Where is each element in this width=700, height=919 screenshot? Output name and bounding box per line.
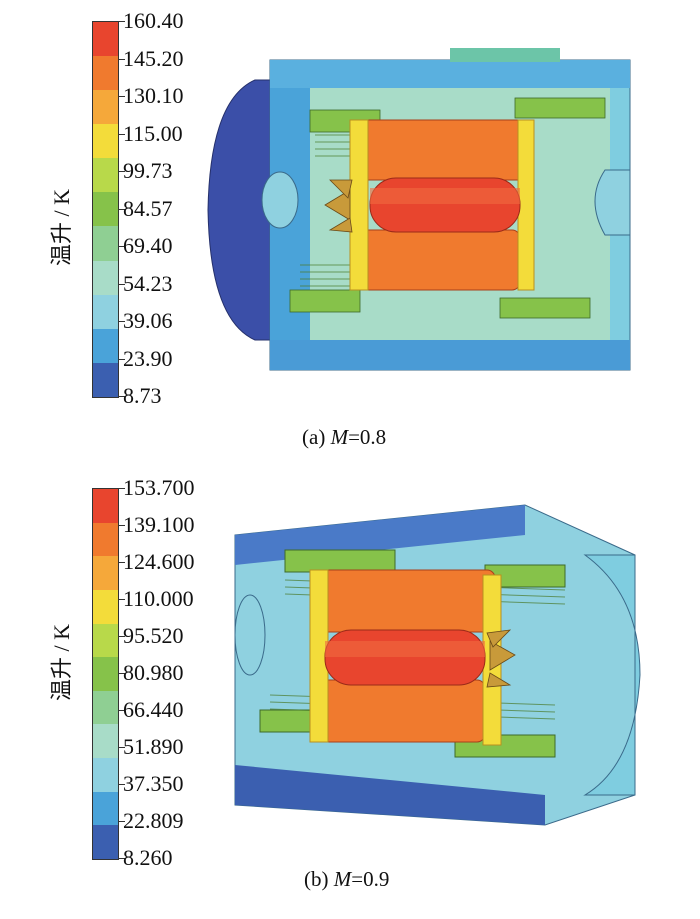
colorbar-swatch bbox=[93, 489, 118, 523]
colorbar-tick-mark bbox=[118, 599, 125, 600]
colorbar-tick-mark bbox=[118, 821, 125, 822]
colorbar-axis-label-b: 温升 / K bbox=[49, 623, 74, 701]
colorbar-swatch bbox=[93, 192, 118, 227]
colorbar-tick-label: 39.06 bbox=[123, 308, 173, 333]
caption-b-variable: M bbox=[333, 867, 352, 891]
colorbar-tick-mark bbox=[118, 710, 125, 711]
colorbar-axis-label-a: 温升 / K bbox=[49, 188, 74, 266]
caption-a-value: =0.8 bbox=[348, 425, 387, 449]
colorbar-swatch bbox=[93, 260, 118, 295]
colorbar-tick-label: 54.23 bbox=[123, 270, 173, 296]
colorbar-a bbox=[92, 21, 119, 398]
colorbar-tick-label: 124.600 bbox=[123, 549, 195, 574]
caption-a: (a) M=0.8 bbox=[302, 425, 386, 450]
colorbar-tick-label: 66.440 bbox=[123, 697, 184, 722]
colorbar-tick-label: 8.260 bbox=[123, 845, 173, 870]
colorbar-tick-label: 145.20 bbox=[123, 45, 184, 71]
colorbar-swatch bbox=[93, 124, 118, 159]
colorbar-swatch bbox=[93, 589, 118, 624]
figure-panel-b: 温升 / K 153.700 139.100 124.600 110.000 95.52… bbox=[0, 460, 700, 919]
colorbar-tick-mark bbox=[118, 283, 125, 285]
colorbar-swatch bbox=[93, 556, 118, 590]
colorbar-tick-mark bbox=[118, 21, 125, 22]
colorbar-tick-label: 139.100 bbox=[123, 512, 195, 537]
colorbar-swatch bbox=[93, 294, 118, 329]
colorbar-tick-label: 153.700 bbox=[123, 475, 195, 500]
colorbar-swatch bbox=[93, 328, 118, 363]
colorbar-tick-mark bbox=[118, 784, 125, 785]
colorbar-tick-mark bbox=[118, 208, 125, 210]
colorbar-tick-mark bbox=[118, 96, 125, 97]
colorbar-tick-mark bbox=[118, 321, 125, 322]
colorbar-tick-label: 130.10 bbox=[123, 83, 184, 108]
colorbar-tick-mark bbox=[118, 171, 125, 172]
caption-b: (b) M=0.9 bbox=[304, 867, 389, 892]
colorbar-tick-mark bbox=[118, 246, 125, 247]
colorbar-tick-mark bbox=[118, 358, 125, 360]
colorbar-tick-mark bbox=[118, 525, 125, 526]
caption-b-value: =0.9 bbox=[351, 867, 390, 891]
colorbar-swatch bbox=[93, 362, 118, 397]
colorbar-swatch bbox=[93, 22, 118, 57]
colorbar-swatch bbox=[93, 791, 118, 826]
figure-panel-a: 温升 / K 160.40 145.20 130.10 115.00 99.73 84.5… bbox=[49, 8, 631, 450]
colorbar-tick-label: 160.40 bbox=[123, 8, 184, 33]
colorbar-tick-label: 110.000 bbox=[123, 586, 194, 611]
colorbar-tick-label: 8.73 bbox=[123, 383, 162, 408]
colorbar-swatch bbox=[93, 724, 118, 758]
motor-thermal-render-a bbox=[207, 48, 631, 371]
colorbar-tick-mark bbox=[118, 133, 125, 135]
colorbar-tick-label: 23.90 bbox=[123, 345, 173, 371]
colorbar-swatch bbox=[93, 690, 118, 725]
colorbar-tick-mark bbox=[118, 747, 125, 748]
colorbar-tick-label: 22.809 bbox=[123, 808, 184, 833]
colorbar-swatch bbox=[93, 522, 118, 557]
colorbar-tick-label: 51.890 bbox=[123, 734, 184, 759]
colorbar-swatch bbox=[93, 90, 118, 125]
colorbar-tick-label: 69.40 bbox=[123, 233, 173, 258]
caption-a-prefix: (a) bbox=[302, 425, 331, 449]
colorbar-tick-mark bbox=[118, 58, 125, 60]
colorbar-tick-label: 37.350 bbox=[123, 771, 184, 796]
colorbar-b bbox=[92, 488, 119, 860]
motor-thermal-render-b bbox=[234, 504, 641, 826]
colorbar-tick-label: 95.520 bbox=[123, 623, 184, 648]
colorbar-swatch bbox=[93, 758, 118, 792]
colorbar-swatch bbox=[93, 657, 118, 691]
colorbar-tick-mark bbox=[118, 488, 125, 489]
colorbar-tick-mark bbox=[118, 673, 125, 674]
colorbar-tick-label: 80.980 bbox=[123, 660, 184, 685]
caption-b-prefix: (b) bbox=[304, 867, 334, 891]
colorbar-tick-label: 115.00 bbox=[123, 120, 183, 146]
colorbar-tick-label: 99.73 bbox=[123, 158, 173, 183]
colorbar-tick-mark bbox=[118, 396, 125, 397]
colorbar-swatch bbox=[93, 56, 118, 91]
colorbar-swatch bbox=[93, 825, 118, 859]
colorbar-tick-mark bbox=[118, 562, 125, 563]
colorbar-swatch bbox=[93, 158, 118, 193]
colorbar-swatch bbox=[93, 623, 118, 658]
caption-a-variable: M bbox=[330, 425, 349, 449]
colorbar-tick-mark bbox=[118, 858, 125, 859]
colorbar-swatch bbox=[93, 226, 118, 261]
colorbar-tick-label: 84.57 bbox=[123, 195, 173, 221]
colorbar-tick-mark bbox=[118, 636, 125, 637]
